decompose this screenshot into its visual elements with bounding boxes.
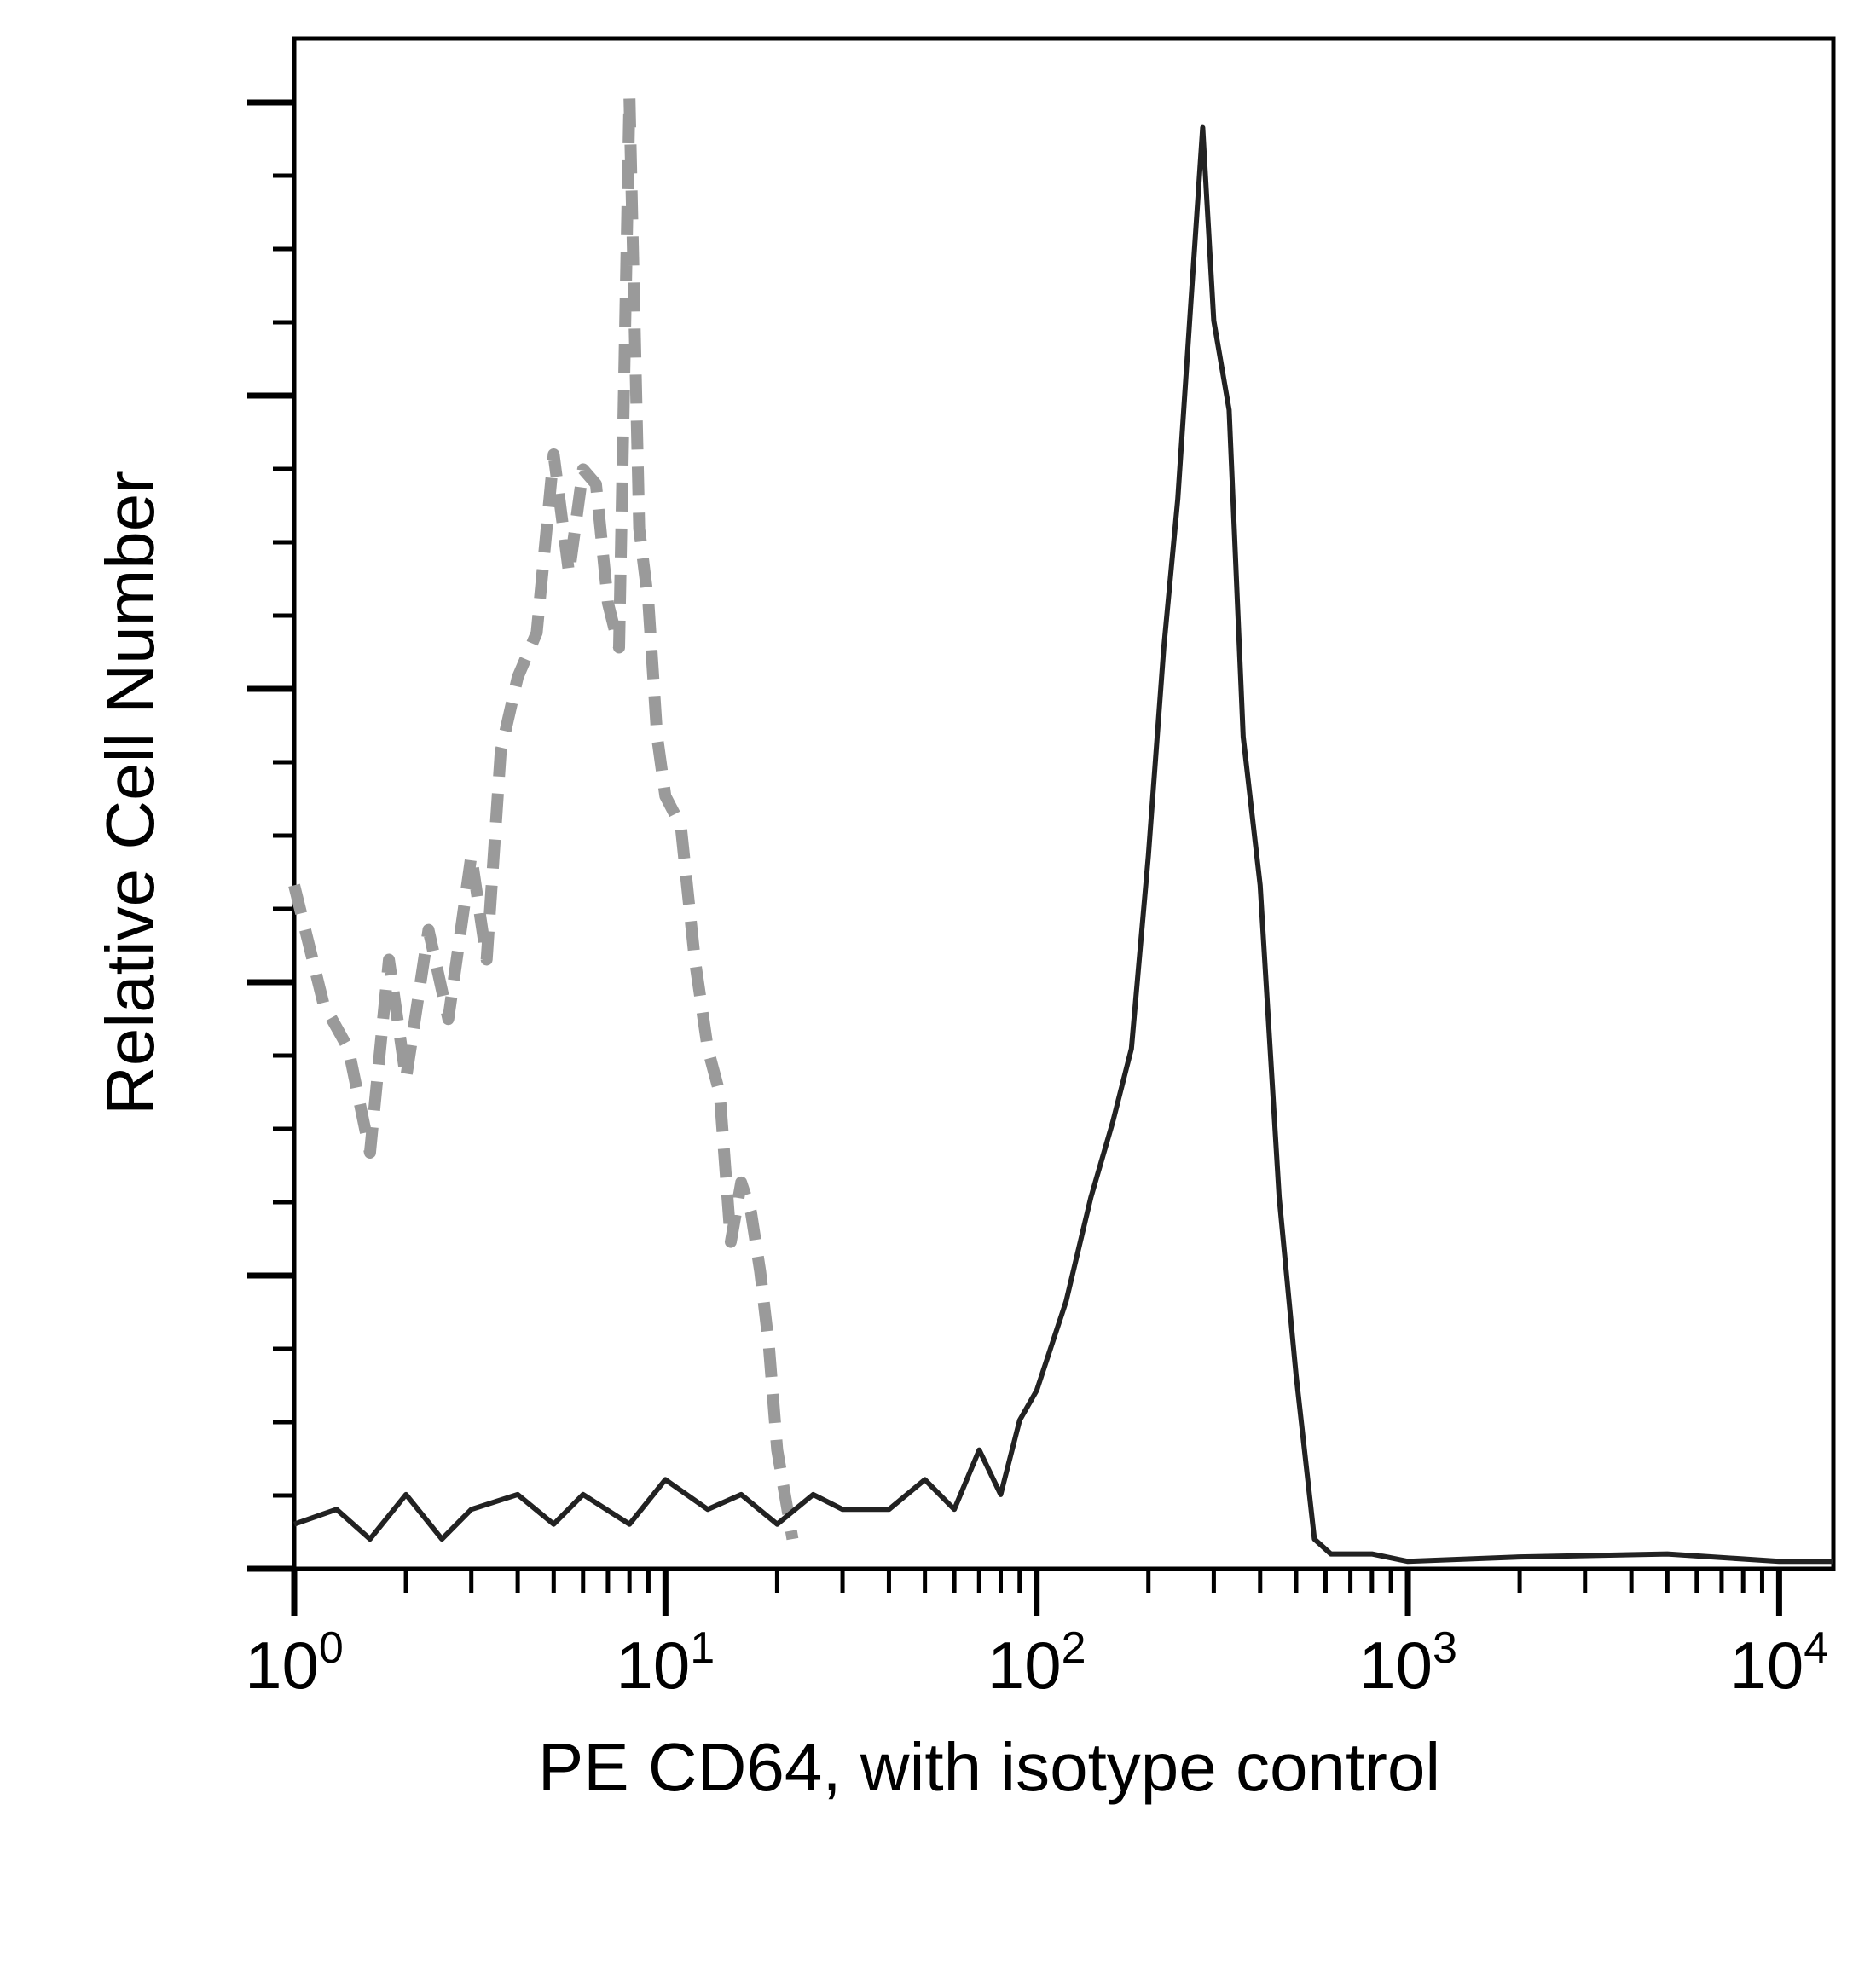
isotype-control-histogram [288, 91, 799, 1541]
x-tick-label: 100 [245, 1623, 344, 1703]
x-tick-label: 103 [1358, 1623, 1457, 1703]
x-axis-title: PE CD64, with isotype control [538, 1729, 1440, 1805]
x-tick-labels: 100 101 102 103 104 [245, 1623, 1828, 1703]
x-axis-ticks [291, 1569, 1782, 1616]
x-tick-label-exponent: 2 [1062, 1623, 1086, 1673]
x-tick-label-base: 10 [1358, 1628, 1433, 1703]
x-tick-label-base: 10 [617, 1628, 691, 1703]
x-tick-label-exponent: 4 [1804, 1623, 1828, 1673]
x-tick-label-exponent: 1 [690, 1623, 715, 1673]
plot-border [292, 36, 1836, 1571]
series-layer [288, 91, 1833, 1565]
x-tick-label-exponent: 0 [319, 1623, 344, 1673]
y-axis-title: Relative Cell Number [92, 471, 168, 1115]
x-tick-label: 102 [987, 1623, 1086, 1703]
plot-frame [292, 36, 1836, 1571]
x-tick-label-exponent: 3 [1433, 1623, 1457, 1673]
pe-cd64-histogram [293, 124, 1833, 1565]
y-axis-ticks [247, 99, 294, 1572]
x-tick-label: 104 [1730, 1623, 1829, 1703]
x-tick-label-base: 10 [1730, 1628, 1804, 1703]
x-tick-label-base: 10 [245, 1628, 319, 1703]
x-tick-label-base: 10 [987, 1628, 1062, 1703]
x-tick-label: 101 [617, 1623, 715, 1703]
